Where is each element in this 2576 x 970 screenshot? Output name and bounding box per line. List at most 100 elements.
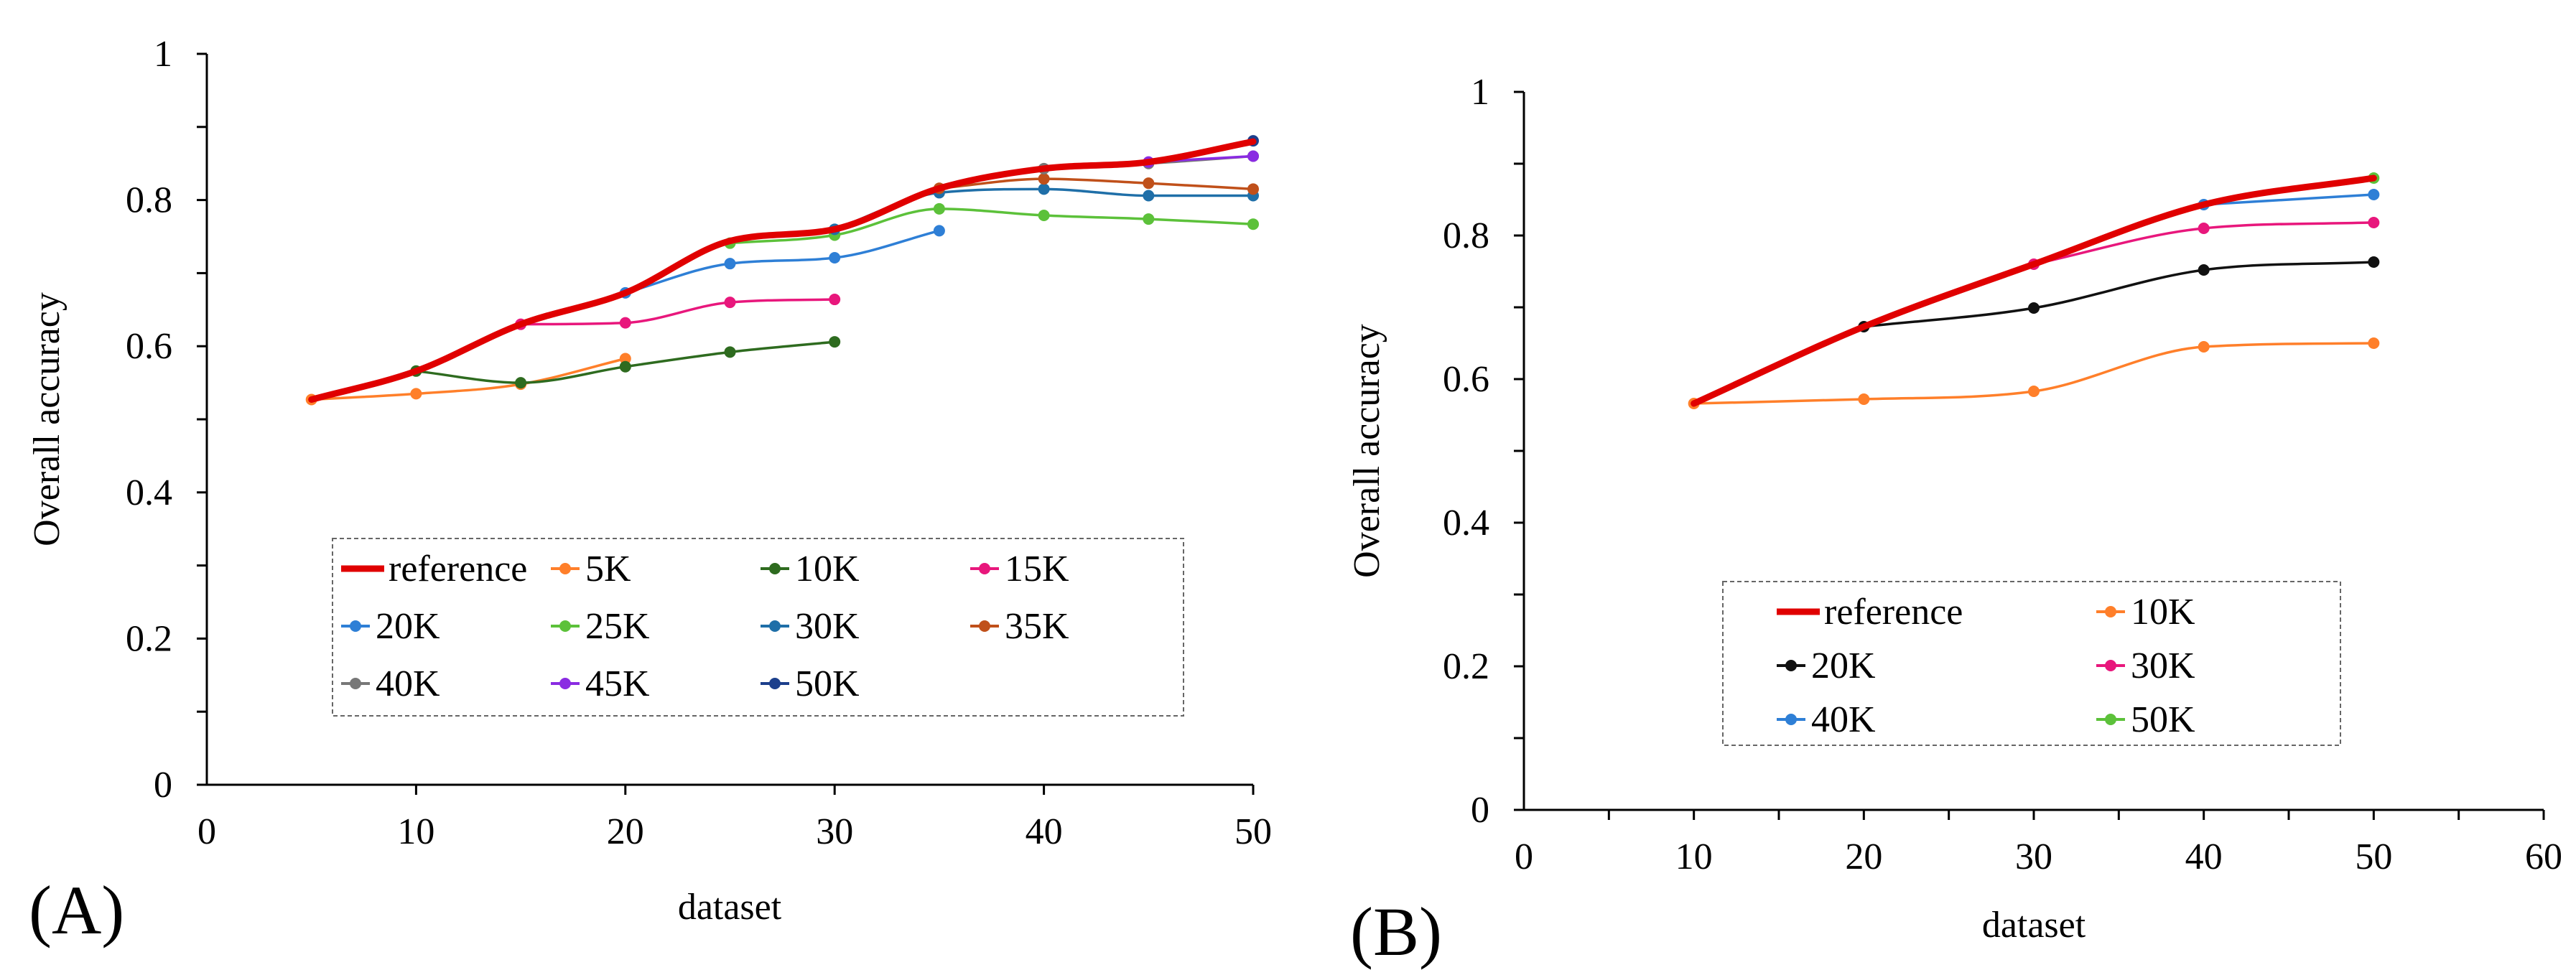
data-point [619, 353, 631, 365]
data-point [2368, 337, 2380, 349]
legend-marker [2105, 606, 2116, 617]
legend-box [332, 538, 1184, 717]
legend-label: 25K [585, 606, 650, 647]
legend: reference 5K 10K 15K 20K 25K 30K 35K 40K 45K 50K [332, 538, 1184, 717]
data-point [2198, 341, 2210, 353]
series-10k [410, 336, 841, 389]
series-25k [724, 202, 1259, 249]
legend-label: 45K [585, 663, 650, 704]
legend-item-25k: 25K [551, 606, 650, 647]
legend-label: 35K [1005, 606, 1069, 647]
series-line-reference [1691, 174, 2377, 407]
legend-label: reference [389, 549, 527, 589]
data-point [1038, 209, 1050, 221]
data-point [724, 258, 736, 270]
data-point [2368, 189, 2380, 200]
legend-label: 40K [376, 663, 440, 704]
legend-marker [559, 563, 571, 574]
legend-label: 10K [2131, 592, 2195, 633]
y-tick-label: 1 [154, 34, 172, 75]
data-point [1038, 173, 1050, 185]
series-10k [1688, 337, 2380, 409]
x-tick-label: 30 [816, 811, 853, 852]
data-point [2028, 302, 2040, 314]
y-axis-title: Overall accuracy [27, 292, 68, 546]
x-tick-label: 10 [1675, 836, 1713, 877]
legend-item-50k: 50K [2096, 699, 2195, 740]
x-tick-label: 10 [397, 811, 434, 852]
data-point [933, 225, 945, 237]
legend-label: 50K [2131, 699, 2195, 740]
legend-marker [979, 563, 990, 574]
x-axis-title: dataset [678, 887, 782, 928]
y-tick-label: 0.2 [1443, 646, 1489, 687]
legend-marker [2105, 660, 2116, 671]
legend-marker [769, 678, 781, 689]
legend-marker [559, 620, 571, 632]
legend-item-30k: 30K [761, 606, 860, 647]
legend-marker [2105, 714, 2116, 725]
data-point [1247, 183, 1259, 195]
legend-label: 10K [795, 549, 860, 589]
data-point [2368, 217, 2380, 228]
legend-label: 15K [1005, 549, 1069, 589]
y-tick-label: 0 [1471, 790, 1489, 831]
legend-label: 5K [585, 549, 631, 589]
x-tick-label: 50 [1234, 811, 1272, 852]
legend-label: 20K [376, 606, 440, 647]
y-tick-label: 1 [1471, 72, 1489, 113]
data-point [515, 377, 527, 389]
legend-item-10k: 10K [761, 549, 860, 589]
legend-item-20k: 20K [341, 606, 440, 647]
data-point [724, 346, 736, 358]
y-tick-label: 0.6 [126, 326, 172, 367]
x-tick-label: 0 [1515, 836, 1533, 877]
data-point [2198, 264, 2210, 276]
x-axis-title: dataset [1982, 905, 2086, 946]
series-30k [2028, 217, 2380, 270]
y-tick-label: 0.8 [1443, 215, 1489, 256]
legend-marker [559, 678, 571, 689]
series-line-20k [1862, 261, 2376, 328]
series-reference [1691, 174, 2377, 407]
y-axis-title: Overall accuracy [1347, 324, 1387, 578]
series-line-20k [624, 229, 941, 294]
panel-label: (B) [1350, 893, 1442, 970]
legend-item-45k: 45K [551, 663, 650, 704]
legend-marker [769, 563, 781, 574]
series-line-35k [938, 177, 1255, 191]
y-tick-label: 0 [154, 765, 172, 806]
legend-marker [1785, 714, 1797, 725]
legend-item-20k: 20K [1777, 645, 1876, 686]
x-tick-label: 50 [2355, 836, 2392, 877]
series-reference [308, 138, 1257, 404]
legend-label: reference [1824, 592, 1963, 633]
x-tick-label: 20 [1845, 836, 1882, 877]
legend: reference 10K 20K 30K 40K 50K [1722, 581, 2341, 746]
legend-box [1722, 581, 2341, 746]
x-tick-label: 40 [1026, 811, 1063, 852]
y-tick-label: 0.4 [1443, 503, 1489, 544]
data-point [724, 297, 736, 309]
data-point [2028, 386, 2040, 397]
y-tick-label: 0.6 [1443, 359, 1489, 400]
legend-item-10k: 10K [2096, 592, 2195, 633]
x-tick-label: 0 [197, 811, 216, 852]
data-point [829, 252, 841, 264]
series-line-5k [310, 357, 627, 401]
data-point [1143, 177, 1155, 190]
legend-label: 50K [795, 663, 860, 704]
x-tick-label: 20 [607, 811, 644, 852]
x-tick-label: 40 [2185, 836, 2223, 877]
x-tick-label: 60 [2525, 836, 2562, 877]
legend-label: 40K [1811, 699, 1876, 740]
legend-label: 30K [795, 606, 860, 647]
legend-item-40k: 40K [1777, 699, 1876, 740]
series-line-15k [519, 298, 836, 326]
legend-marker [350, 678, 361, 689]
legend-label: 20K [1811, 645, 1876, 686]
series-line-40k [2202, 193, 2376, 206]
